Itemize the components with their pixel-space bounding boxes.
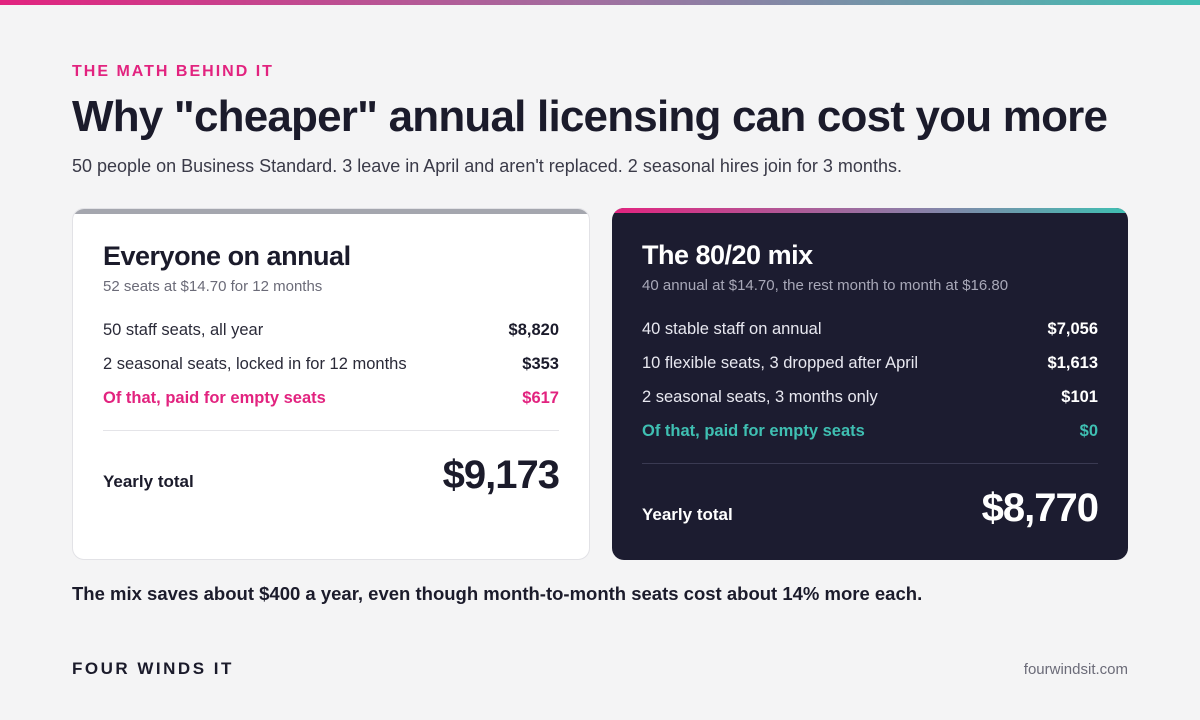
card-accent-bar (73, 209, 589, 214)
row-value: $1,613 (1047, 353, 1098, 372)
summary-text: The mix saves about $400 a year, even th… (72, 583, 923, 604)
card-title: The 80/20 mix (642, 240, 813, 270)
row-value: $617 (522, 388, 559, 407)
empty-seats-row: Of that, paid for empty seats $0 (642, 414, 1098, 448)
page-subtitle: 50 people on Business Standard. 3 leave … (72, 156, 902, 176)
cost-row: 40 stable staff on annual $7,056 (642, 312, 1098, 346)
total-value: $8,770 (981, 485, 1099, 530)
website-url: fourwindsit.com (1023, 661, 1128, 678)
cost-row: 2 seasonal seats, locked in for 12 month… (103, 347, 559, 381)
row-value: $101 (1061, 387, 1098, 406)
empty-seats-row: Of that, paid for empty seats $617 (103, 381, 559, 415)
cost-row: 2 seasonal seats, 3 months only $101 (642, 380, 1098, 414)
annual-licensing-card: Everyone on annual 52 seats at $14.70 fo… (72, 208, 590, 560)
row-value: $0 (1079, 421, 1098, 440)
cost-rows: 40 stable staff on annual $7,056 10 flex… (642, 312, 1098, 448)
total-row: Yearly total $8,770 (642, 480, 1099, 536)
row-label: Of that, paid for empty seats (642, 421, 865, 440)
card-description: 40 annual at $14.70, the rest month to m… (642, 277, 1009, 294)
cost-rows: 50 staff seats, all year $8,820 2 season… (103, 313, 559, 415)
divider (103, 430, 559, 431)
divider (642, 463, 1098, 464)
total-label: Yearly total (642, 505, 733, 524)
row-label: 2 seasonal seats, 3 months only (642, 387, 878, 406)
total-value: $9,173 (442, 452, 560, 497)
total-label: Yearly total (103, 472, 194, 491)
row-value: $8,820 (508, 320, 559, 339)
row-label: Of that, paid for empty seats (103, 388, 326, 407)
row-value: $353 (522, 354, 559, 373)
row-label: 40 stable staff on annual (642, 319, 822, 338)
top-gradient-bar (0, 0, 1200, 5)
eyebrow-label: THE MATH BEHIND IT (72, 63, 274, 80)
brand-name: FOUR WINDS IT (72, 659, 234, 678)
cost-row: 50 staff seats, all year $8,820 (103, 313, 559, 347)
row-label: 2 seasonal seats, locked in for 12 month… (103, 354, 407, 373)
row-label: 50 staff seats, all year (103, 320, 264, 339)
cost-row: 10 flexible seats, 3 dropped after April… (642, 346, 1098, 380)
total-row: Yearly total $9,173 (103, 447, 560, 503)
row-label: 10 flexible seats, 3 dropped after April (642, 353, 919, 372)
card-description: 52 seats at $14.70 for 12 months (103, 278, 323, 295)
row-value: $7,056 (1047, 319, 1098, 338)
card-title: Everyone on annual (103, 241, 351, 271)
mix-licensing-card: The 80/20 mix 40 annual at $14.70, the r… (612, 208, 1128, 560)
card-accent-bar (612, 208, 1128, 213)
page-title: Why "cheaper" annual licensing can cost … (72, 92, 1108, 141)
